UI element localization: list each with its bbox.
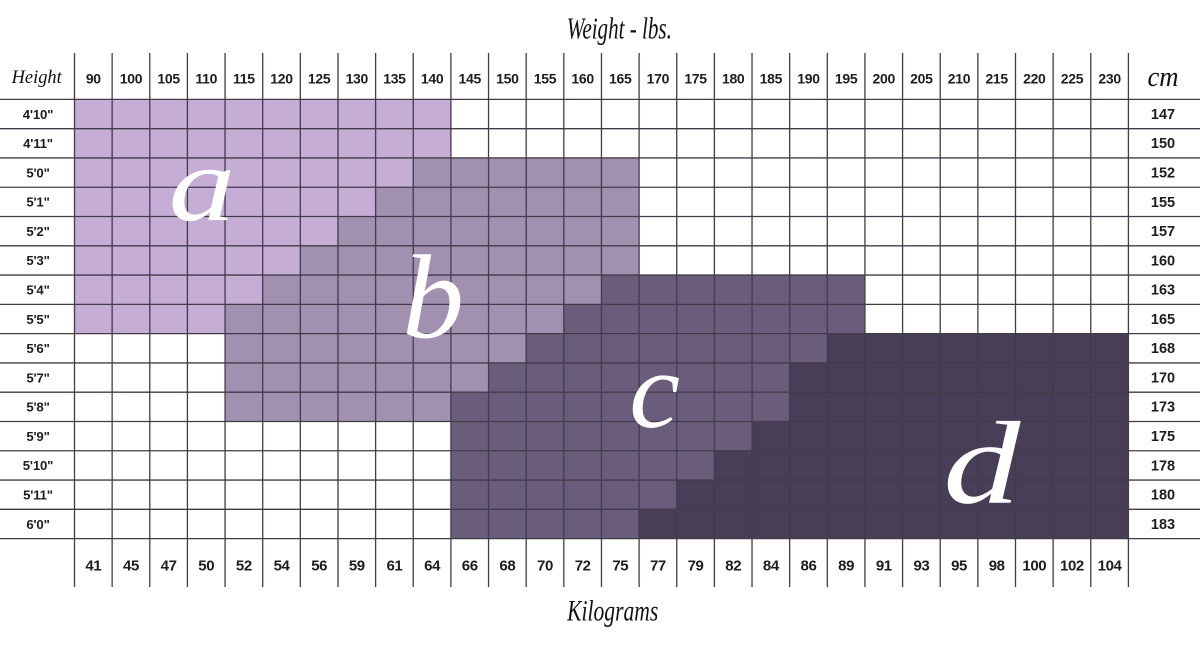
svg-text:54: 54	[274, 558, 291, 575]
svg-text:150: 150	[1151, 136, 1175, 152]
svg-text:5'6": 5'6"	[26, 341, 49, 356]
svg-text:165: 165	[609, 71, 632, 87]
svg-text:72: 72	[575, 558, 591, 575]
svg-text:200: 200	[873, 71, 896, 87]
svg-text:5'11": 5'11"	[23, 487, 53, 502]
svg-text:173: 173	[1151, 400, 1175, 416]
svg-text:47: 47	[161, 558, 177, 575]
svg-text:145: 145	[458, 71, 481, 87]
svg-text:104: 104	[1098, 558, 1123, 575]
svg-text:61: 61	[386, 558, 402, 575]
svg-text:5'1": 5'1"	[26, 195, 49, 210]
svg-text:175: 175	[1151, 429, 1175, 445]
svg-text:79: 79	[688, 558, 704, 575]
svg-text:52: 52	[236, 558, 252, 575]
svg-text:225: 225	[1061, 71, 1084, 87]
svg-text:183: 183	[1151, 517, 1175, 533]
svg-text:45: 45	[123, 558, 139, 575]
svg-text:6'0": 6'0"	[26, 517, 49, 532]
svg-text:195: 195	[835, 71, 858, 87]
svg-text:180: 180	[1151, 488, 1175, 504]
svg-text:5'8": 5'8"	[26, 400, 49, 415]
svg-text:135: 135	[383, 71, 406, 87]
svg-text:77: 77	[650, 558, 666, 575]
svg-text:155: 155	[1151, 195, 1175, 211]
svg-text:130: 130	[346, 71, 369, 87]
svg-text:68: 68	[499, 558, 515, 575]
svg-text:Kilograms: Kilograms	[566, 594, 658, 627]
svg-text:215: 215	[985, 71, 1008, 87]
svg-text:5'3": 5'3"	[26, 253, 49, 268]
svg-text:157: 157	[1151, 224, 1175, 240]
svg-text:150: 150	[496, 71, 519, 87]
svg-text:175: 175	[684, 71, 707, 87]
svg-text:66: 66	[462, 558, 478, 575]
svg-text:59: 59	[349, 558, 365, 575]
svg-text:170: 170	[647, 71, 670, 87]
svg-text:75: 75	[612, 558, 628, 575]
svg-text:5'0": 5'0"	[26, 165, 49, 180]
svg-text:64: 64	[424, 558, 441, 575]
svg-text:120: 120	[270, 71, 293, 87]
svg-text:170: 170	[1151, 370, 1175, 386]
svg-text:165: 165	[1151, 312, 1175, 328]
svg-text:a: a	[169, 126, 236, 244]
svg-text:180: 180	[722, 71, 745, 87]
svg-text:178: 178	[1151, 458, 1175, 474]
svg-text:5'7": 5'7"	[26, 370, 49, 385]
svg-text:102: 102	[1060, 558, 1084, 575]
svg-text:163: 163	[1151, 283, 1175, 299]
svg-text:86: 86	[801, 558, 817, 575]
svg-text:4'10": 4'10"	[23, 107, 53, 122]
svg-text:152: 152	[1151, 166, 1175, 182]
svg-text:210: 210	[948, 71, 971, 87]
svg-text:5'10": 5'10"	[23, 458, 53, 473]
svg-text:160: 160	[1151, 253, 1175, 269]
svg-text:95: 95	[951, 558, 967, 575]
svg-text:50: 50	[198, 558, 214, 575]
svg-text:Height: Height	[11, 67, 63, 88]
svg-text:5'2": 5'2"	[26, 224, 49, 239]
svg-text:98: 98	[989, 558, 1005, 575]
svg-text:100: 100	[1022, 558, 1046, 575]
svg-text:190: 190	[797, 71, 820, 87]
svg-text:230: 230	[1098, 71, 1121, 87]
svg-text:c: c	[629, 330, 680, 451]
svg-text:4'11": 4'11"	[23, 136, 53, 151]
svg-text:93: 93	[913, 558, 929, 575]
svg-text:155: 155	[534, 71, 557, 87]
svg-text:b: b	[402, 231, 464, 364]
svg-text:56: 56	[311, 558, 327, 575]
svg-text:100: 100	[120, 71, 143, 87]
svg-text:125: 125	[308, 71, 331, 87]
svg-text:82: 82	[725, 558, 741, 575]
svg-text:5'5": 5'5"	[26, 312, 49, 327]
svg-text:147: 147	[1151, 107, 1175, 123]
svg-text:84: 84	[763, 558, 780, 575]
svg-text:140: 140	[421, 71, 444, 87]
svg-text:5'4": 5'4"	[26, 283, 49, 298]
svg-text:91: 91	[876, 558, 892, 575]
svg-text:220: 220	[1023, 71, 1046, 87]
svg-text:115: 115	[233, 71, 255, 87]
svg-text:89: 89	[838, 558, 854, 575]
svg-text:168: 168	[1151, 341, 1175, 357]
svg-text:70: 70	[537, 558, 553, 575]
svg-text:110: 110	[195, 71, 217, 87]
svg-text:90: 90	[86, 71, 101, 87]
svg-text:185: 185	[760, 71, 783, 87]
svg-text:Weight - lbs.: Weight - lbs.	[567, 10, 672, 45]
svg-text:105: 105	[157, 71, 180, 87]
svg-text:d: d	[943, 397, 1022, 528]
svg-text:cm: cm	[1147, 61, 1178, 93]
svg-text:5'9": 5'9"	[26, 429, 49, 444]
svg-text:160: 160	[571, 71, 594, 87]
svg-text:41: 41	[85, 558, 101, 575]
svg-text:205: 205	[910, 71, 933, 87]
